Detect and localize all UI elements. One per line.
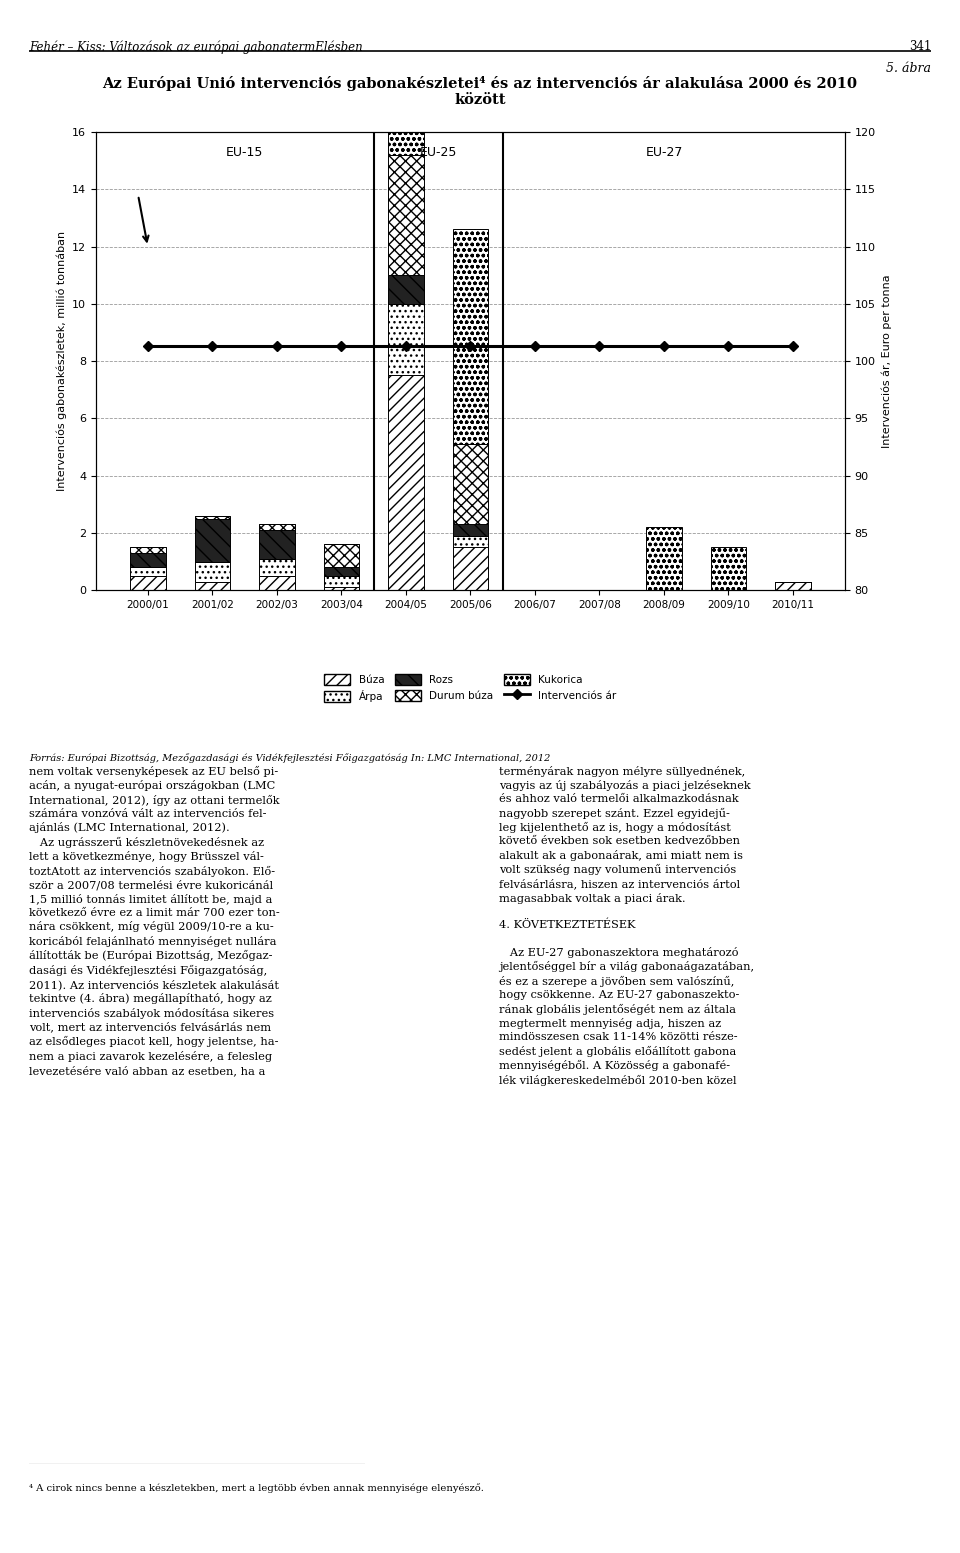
Bar [259,525,295,530]
Bar [453,536,488,547]
Bar [130,547,165,553]
Text: Forrás: Európai Bizottság, Mezőgazdasági és Vidékfejlesztési Főigazgatóság In: L: Forrás: Európai Bizottság, Mezőgazdasági… [29,753,550,763]
Bar [130,553,165,567]
Bar [324,545,359,567]
Bar [646,526,682,590]
Bar [453,444,488,525]
Text: 5. ábra: 5. ábra [886,62,931,75]
Bar [388,304,423,376]
Text: 341: 341 [909,40,931,53]
Y-axis label: Intervenciós gabonakészletek, millió tonnában: Intervenciós gabonakészletek, millió ton… [56,231,66,491]
Bar [710,547,746,590]
Bar [259,530,295,559]
Text: terményárak nagyon mélyre süllyednének,
vagyis az új szabályozás a piaci jelzése: terményárak nagyon mélyre süllyednének, … [499,766,755,1086]
Bar [259,576,295,590]
Bar [324,587,359,590]
Bar [324,567,359,576]
Text: Fehér – Kiss: Változások az európai gabonatermElésben: Fehér – Kiss: Változások az európai gabo… [29,40,363,54]
Bar [259,559,295,576]
Bar [388,155,423,275]
Text: EU-25: EU-25 [420,146,457,160]
Text: EU-27: EU-27 [645,146,683,160]
Bar [776,581,811,590]
Bar [388,376,423,590]
Text: nem voltak versenyképesek az EU belső pi-
acán, a nyugat-európai országokban (LM: nem voltak versenyképesek az EU belső pi… [29,766,279,1076]
Bar [130,567,165,576]
Text: Az Európai Unió intervenciós gabonakészletei⁴ és az intervenciós ár alakulása 20: Az Európai Unió intervenciós gabonakészl… [103,76,857,92]
Bar [453,525,488,536]
Text: EU-15: EU-15 [226,146,263,160]
Bar [453,547,488,590]
Text: között: között [454,93,506,107]
Bar [453,230,488,444]
Legend: Búza, Árpa, Rozs, Durum búza, Kukorica, Intervenciós ár: Búza, Árpa, Rozs, Durum búza, Kukorica, … [320,669,621,707]
Bar [388,275,423,304]
Y-axis label: Intervenciós ár, Euro per tonna: Intervenciós ár, Euro per tonna [881,275,892,447]
Bar [324,576,359,587]
Bar [130,576,165,590]
Text: ⁴ A cirok nincs benne a készletekben, mert a legtöbb évben annak mennyisége elen: ⁴ A cirok nincs benne a készletekben, me… [29,1483,484,1492]
Bar [388,132,423,155]
Bar [195,562,230,581]
Bar [195,516,230,519]
Bar [195,581,230,590]
Bar [195,519,230,562]
